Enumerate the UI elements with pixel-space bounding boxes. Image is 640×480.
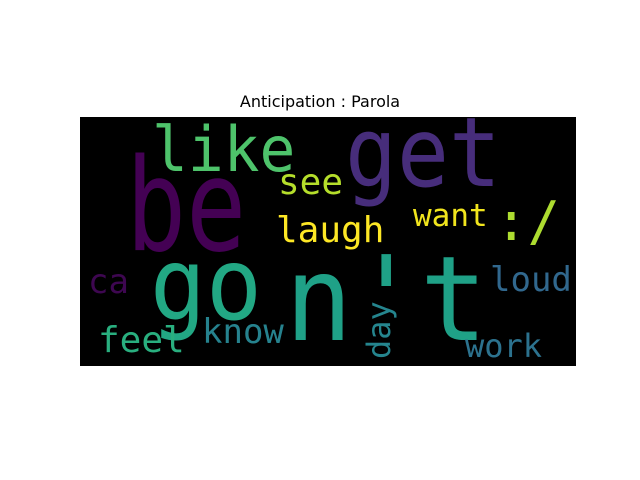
word-see: see <box>278 162 344 203</box>
word-feel: feel <box>98 320 185 361</box>
word-work: work <box>465 327 543 365</box>
word-get: get <box>345 117 502 209</box>
word-loud: loud <box>490 260 572 300</box>
word-know: know <box>202 312 284 352</box>
word-go: go <box>150 226 262 343</box>
word-like: like <box>152 117 296 186</box>
figure-title: Anticipation : Parola <box>239 92 401 111</box>
word-ca: ca <box>88 262 129 302</box>
word-day: day <box>360 301 398 359</box>
word-be: be <box>126 132 247 281</box>
word-want: want <box>413 198 488 234</box>
word-slash: :/ <box>495 190 561 253</box>
word-cloud: be get like go n't see laugh want :/ ca … <box>80 117 576 366</box>
word-laugh: laugh <box>276 210 385 251</box>
word-nt: n't <box>285 230 488 366</box>
